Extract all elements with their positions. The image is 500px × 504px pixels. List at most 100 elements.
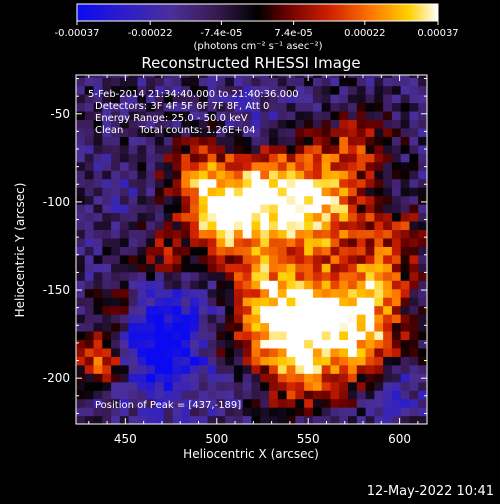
heatmap-cell bbox=[102, 246, 112, 256]
heatmap-cell bbox=[146, 195, 156, 205]
heatmap-cell bbox=[339, 398, 349, 408]
heatmap-cell bbox=[365, 136, 375, 146]
heatmap-cell bbox=[233, 390, 244, 400]
heatmap-cell bbox=[295, 280, 305, 290]
heatmap-cell bbox=[146, 127, 156, 137]
heatmap-cell bbox=[225, 85, 235, 95]
heatmap-cell bbox=[418, 144, 427, 154]
x-tick-label: 600 bbox=[388, 432, 411, 446]
heatmap-cell bbox=[339, 280, 349, 290]
heatmap-cell bbox=[233, 212, 244, 222]
heatmap-cell bbox=[242, 322, 253, 332]
heatmap-cell bbox=[321, 254, 332, 264]
heatmap-cell bbox=[233, 364, 244, 374]
heatmap-cell bbox=[277, 77, 288, 87]
heatmap-cell bbox=[427, 153, 436, 162]
heatmap-cell bbox=[400, 322, 411, 332]
heatmap-cell bbox=[111, 297, 121, 307]
heatmap-cell bbox=[339, 77, 349, 87]
heatmap-cell bbox=[321, 102, 332, 112]
heatmap-cell bbox=[365, 127, 375, 137]
heatmap-cell bbox=[348, 237, 358, 247]
heatmap-cell bbox=[260, 144, 270, 154]
heatmap-cell bbox=[207, 161, 217, 171]
heatmap-cell bbox=[172, 330, 182, 340]
heatmap-cell bbox=[391, 254, 402, 264]
heatmap-cell bbox=[251, 305, 261, 315]
heatmap-cell bbox=[137, 297, 147, 307]
heatmap-cell bbox=[409, 263, 419, 273]
heatmap-cell bbox=[233, 314, 244, 324]
heatmap-cell bbox=[198, 85, 209, 95]
heatmap-cell bbox=[321, 373, 332, 383]
heatmap-cell bbox=[418, 237, 427, 247]
heatmap-cell bbox=[119, 229, 130, 239]
heatmap-cell bbox=[304, 246, 314, 256]
heatmap-cell bbox=[84, 288, 95, 298]
heatmap-cell bbox=[146, 415, 156, 424]
heatmap-cell bbox=[295, 85, 305, 95]
heatmap-cell bbox=[242, 271, 253, 281]
heatmap-cell bbox=[312, 398, 323, 408]
heatmap-cell bbox=[321, 305, 332, 315]
heatmap-cell bbox=[242, 263, 253, 273]
heatmap-cell bbox=[365, 280, 375, 290]
heatmap-cell bbox=[190, 280, 200, 290]
heatmap-cell bbox=[190, 187, 200, 197]
heatmap-cell bbox=[190, 305, 200, 315]
heatmap-cell bbox=[383, 75, 393, 78]
heatmap-cell bbox=[295, 144, 305, 154]
heatmap-cell bbox=[154, 246, 165, 256]
heatmap-cell bbox=[251, 314, 261, 324]
heatmap-cell bbox=[269, 77, 279, 87]
heatmap-cell bbox=[295, 75, 305, 78]
heatmap-cell bbox=[84, 94, 95, 104]
heatmap-cell bbox=[330, 229, 340, 239]
heatmap-cell bbox=[391, 220, 402, 231]
heatmap-cell bbox=[242, 144, 253, 154]
heatmap-cell bbox=[216, 136, 226, 146]
heatmap-cell bbox=[146, 212, 156, 222]
heatmap-cell bbox=[102, 178, 112, 188]
heatmap-cell bbox=[304, 271, 314, 281]
heatmap-cell bbox=[137, 77, 147, 87]
heatmap-cell bbox=[102, 322, 112, 332]
heatmap-cell bbox=[146, 263, 156, 273]
heatmap-cell bbox=[339, 415, 349, 424]
heatmap-cell bbox=[374, 246, 384, 256]
heatmap-cell bbox=[242, 119, 253, 129]
heatmap-cell bbox=[365, 381, 375, 391]
heatmap-cell bbox=[190, 407, 200, 417]
heatmap-cell bbox=[84, 254, 95, 264]
heatmap-cell bbox=[330, 305, 340, 315]
heatmap-cell bbox=[269, 415, 279, 424]
heatmap-cell bbox=[190, 77, 200, 87]
heatmap-cell bbox=[137, 170, 147, 180]
heatmap-cell bbox=[312, 237, 323, 247]
heatmap-cell bbox=[111, 187, 121, 197]
heatmap-cell bbox=[277, 305, 288, 315]
heatmap-cell bbox=[304, 110, 314, 121]
heatmap-cell bbox=[286, 229, 296, 239]
heatmap-cell bbox=[269, 75, 279, 78]
heatmap-cell bbox=[198, 187, 209, 197]
heatmap-cell bbox=[76, 254, 86, 264]
heatmap-cell bbox=[76, 314, 86, 324]
heatmap-cell bbox=[216, 127, 226, 137]
heatmap-cell bbox=[260, 297, 270, 307]
heatmap-cell bbox=[251, 229, 261, 239]
heatmap-cell bbox=[304, 280, 314, 290]
heatmap-cell bbox=[163, 314, 174, 324]
heatmap-cell bbox=[400, 347, 411, 357]
heatmap-cell bbox=[225, 75, 235, 78]
heatmap-cell bbox=[207, 229, 217, 239]
heatmap-cell bbox=[348, 305, 358, 315]
heatmap-cell bbox=[391, 204, 402, 214]
heatmap-cell bbox=[339, 330, 349, 340]
heatmap-cell bbox=[356, 237, 367, 247]
heatmap-cell bbox=[304, 347, 314, 357]
heatmap-cell bbox=[383, 170, 393, 180]
heatmap-cell bbox=[321, 110, 332, 121]
heatmap-cell bbox=[374, 381, 384, 391]
